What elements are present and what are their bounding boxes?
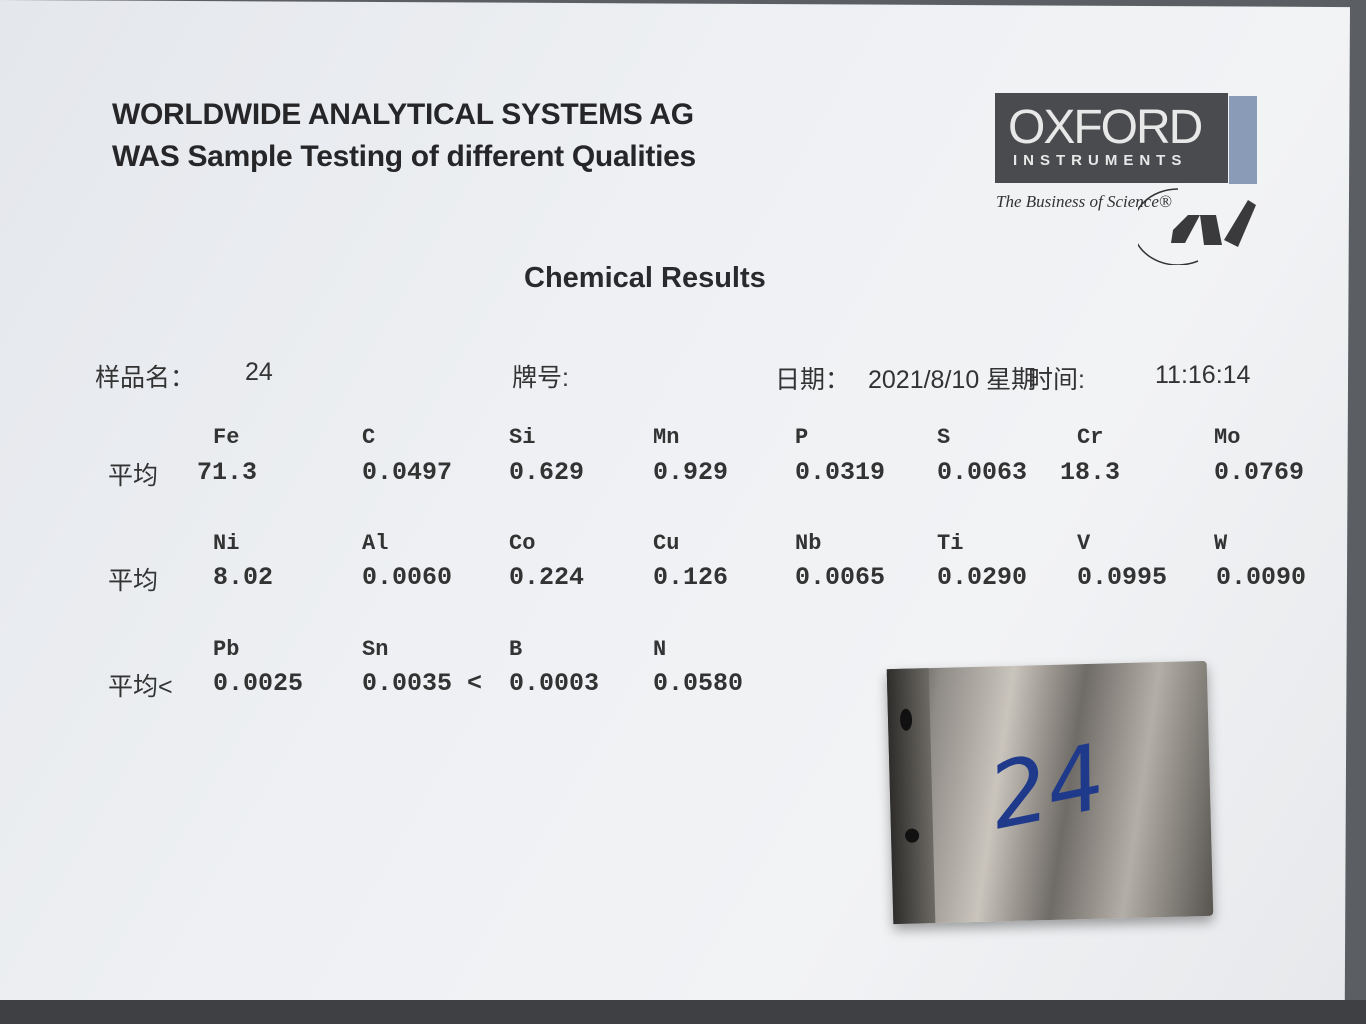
element-symbol: V <box>1077 531 1091 556</box>
element-symbol: Cr <box>1077 425 1104 450</box>
sample-marking: 24 <box>980 724 1114 851</box>
element-value: 0.0003 <box>509 669 600 698</box>
element-value: 0.224 <box>509 563 585 592</box>
date-value: 2021/8/10 星期 <box>868 366 1037 394</box>
element-symbol: C <box>362 425 376 450</box>
row-label: 平均 <box>108 462 159 490</box>
element-value: 0.0290 <box>937 563 1028 592</box>
element-value: 0.0497 <box>362 458 453 487</box>
row-label: 平均 <box>108 567 159 595</box>
was-logo-icon <box>1138 188 1256 265</box>
time-label: 时间: <box>1028 366 1085 394</box>
element-value: 0.629 <box>509 458 585 487</box>
page-title: Chemical Results <box>524 262 766 294</box>
element-symbol: Pb <box>213 637 240 662</box>
time-value: 11:16:14 <box>1155 361 1251 389</box>
element-value: 0.0090 <box>1216 563 1307 592</box>
element-symbol: P <box>795 425 809 450</box>
grade-label: 牌号: <box>512 364 569 392</box>
element-value: 71.3 <box>197 458 258 487</box>
element-symbol: N <box>653 637 667 662</box>
metal-sample-block: 24 <box>886 660 1214 925</box>
element-value: 0.126 <box>653 563 729 592</box>
table-edge <box>0 1000 1366 1024</box>
element-value: 0.0319 <box>795 458 886 487</box>
element-value: 0.0995 <box>1077 563 1168 592</box>
element-value: 8.02 <box>213 563 274 592</box>
element-symbol: B <box>509 637 523 662</box>
logo-tagline: The Business of Science® <box>996 192 1172 211</box>
element-value: 0.929 <box>653 458 729 487</box>
date-label: 日期： <box>775 366 851 394</box>
element-value: 18.3 <box>1060 458 1121 487</box>
sample-value: 24 <box>245 358 273 386</box>
element-value: 0.0065 <box>795 563 886 592</box>
element-value: 0.0035 < <box>362 669 483 698</box>
element-value: 0.0580 <box>653 669 744 698</box>
element-symbol: Ti <box>937 531 964 556</box>
element-value: 0.0063 <box>937 458 1028 487</box>
element-symbol: Cu <box>653 531 680 556</box>
report-subtitle: WAS Sample Testing of different Qualitie… <box>112 140 696 173</box>
element-symbol: Ni <box>213 531 240 556</box>
element-symbol: Mn <box>653 425 680 450</box>
element-symbol: Fe <box>213 425 240 450</box>
element-symbol: Co <box>509 531 536 556</box>
element-symbol: S <box>937 425 951 450</box>
element-value: 0.0769 <box>1214 458 1305 487</box>
element-symbol: Sn <box>362 637 389 662</box>
element-symbol: Si <box>509 425 536 450</box>
sample-label: 样品名： <box>95 364 196 392</box>
element-symbol: W <box>1214 531 1228 556</box>
element-value: 0.0060 <box>362 563 453 592</box>
element-symbol: Mo <box>1214 425 1241 450</box>
element-value: 0.0025 <box>213 669 304 698</box>
element-symbol: Nb <box>795 531 822 556</box>
company-name: WORLDWIDE ANALYTICAL SYSTEMS AG <box>112 98 694 131</box>
row-label: 平均< <box>108 673 173 701</box>
element-symbol: Al <box>362 531 389 556</box>
